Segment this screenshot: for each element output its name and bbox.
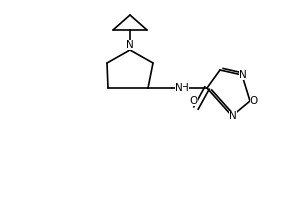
Text: N: N: [175, 83, 183, 93]
Text: N: N: [239, 70, 247, 80]
Text: N: N: [126, 40, 134, 50]
Text: H: H: [181, 83, 189, 93]
Text: O: O: [190, 96, 198, 106]
Text: N: N: [229, 111, 237, 121]
Text: O: O: [250, 96, 258, 106]
